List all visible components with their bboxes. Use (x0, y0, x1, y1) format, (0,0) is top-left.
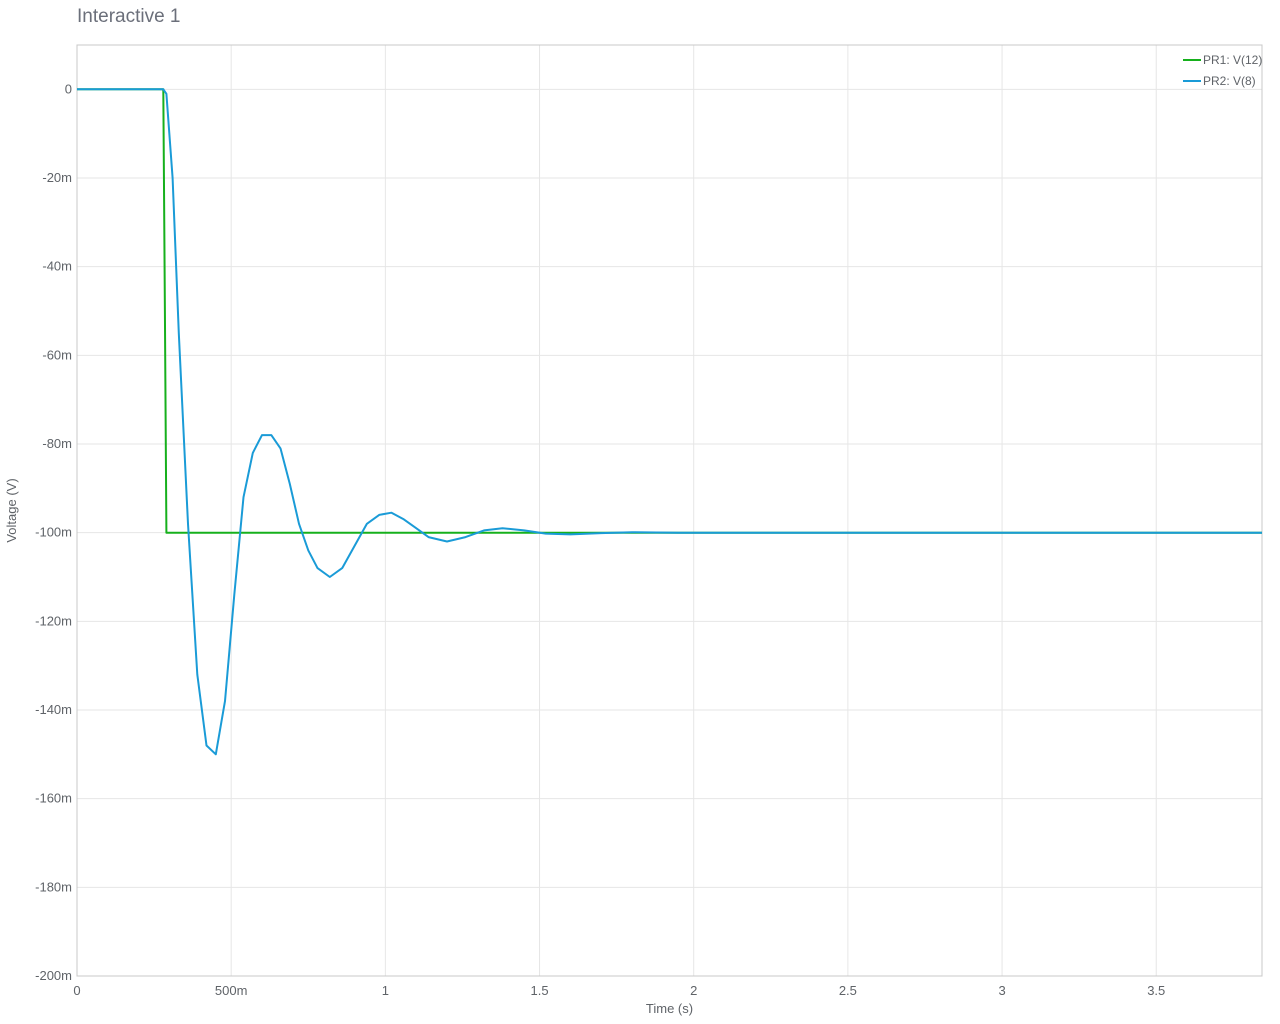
y-tick-label: -20m (42, 170, 72, 185)
y-axis: 0 -20m -40m -60m -80m -100m -120m -140m -160m -18… (35, 81, 72, 983)
legend-label-1[interactable]: PR1: V(12) (1203, 53, 1262, 67)
y-tick-label: -140m (35, 702, 72, 717)
x-tick-label: 2 (690, 983, 697, 998)
series-line-2[interactable] (77, 88, 1262, 756)
series-line-1[interactable] (77, 88, 1262, 534)
legend-label-2[interactable]: PR2: V(8) (1203, 74, 1256, 88)
x-tick-label: 2.5 (839, 983, 857, 998)
y-tick-label: 0 (65, 81, 72, 96)
y-tick-label: -100m (35, 525, 72, 540)
y-tick-label: -40m (42, 259, 72, 274)
series-lines (77, 88, 1262, 756)
x-tick-label: 3 (998, 983, 1005, 998)
y-tick-label: -120m (35, 613, 72, 628)
x-tick-label: 1 (382, 983, 389, 998)
x-axis: 0 500m 1 1.5 2 2.5 3 3.5 (73, 983, 1165, 998)
grid-lines (76, 45, 1262, 977)
legend[interactable]: PR1: V(12) PR2: V(8) (1183, 53, 1262, 88)
y-tick-label: -200m (35, 968, 72, 983)
chart-title: Interactive 1 (77, 6, 181, 27)
y-tick-label: -160m (35, 791, 72, 806)
x-tick-label: 500m (215, 983, 248, 998)
x-tick-label: 3.5 (1147, 983, 1165, 998)
y-axis-label: Voltage (V) (4, 478, 19, 542)
x-tick-label: 0 (73, 983, 80, 998)
x-tick-label: 1.5 (530, 983, 548, 998)
y-tick-label: -180m (35, 879, 72, 894)
y-tick-label: -60m (42, 347, 72, 362)
x-axis-label: Time (s) (646, 1001, 693, 1016)
y-tick-label: -80m (42, 436, 72, 451)
plot-area[interactable] (76, 44, 1263, 977)
